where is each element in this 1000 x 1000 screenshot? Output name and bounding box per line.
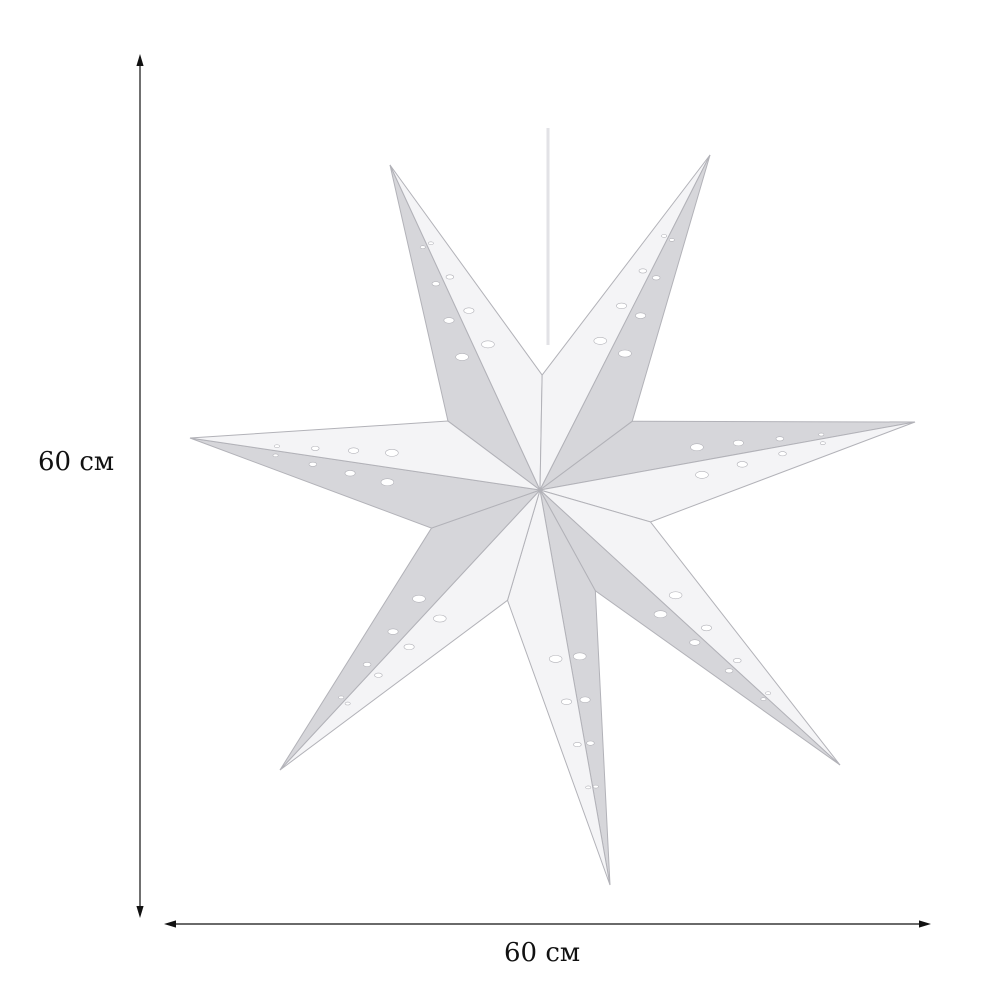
cutout-pattern: [668, 591, 683, 600]
cutout-pattern: [344, 701, 351, 706]
cutout-pattern: [387, 628, 399, 635]
cutout-pattern: [427, 241, 434, 245]
cutout-pattern: [412, 594, 426, 603]
cutout-pattern: [618, 349, 632, 358]
cutout-pattern: [732, 439, 744, 447]
cutout-pattern: [385, 448, 399, 457]
cutout-pattern: [668, 238, 675, 242]
cutout-pattern: [701, 624, 712, 632]
star-point-face: [189, 420, 541, 491]
cutout-pattern: [274, 444, 280, 448]
width-label: 60 см: [504, 938, 581, 968]
cutout-pattern: [445, 274, 455, 280]
cutout-pattern: [593, 337, 607, 345]
cutout-pattern: [561, 698, 572, 705]
cutout-pattern: [433, 614, 447, 623]
cutout-pattern: [736, 461, 748, 468]
cutout-pattern: [690, 443, 704, 452]
cutout-pattern: [362, 662, 372, 667]
cutout-pattern: [635, 312, 647, 319]
cutout-pattern: [778, 451, 787, 457]
cutout-pattern: [733, 658, 742, 664]
cutout-pattern: [348, 447, 360, 454]
cutout-pattern: [695, 471, 709, 479]
cutout-pattern: [419, 245, 426, 249]
cutout-pattern: [652, 275, 661, 281]
cutout-pattern: [311, 445, 320, 451]
cutout-pattern: [548, 655, 563, 663]
cutout-pattern: [585, 785, 592, 790]
cutout-pattern: [689, 639, 701, 646]
cutout-pattern: [573, 652, 587, 661]
cutout-pattern: [818, 432, 825, 437]
cutout-pattern: [481, 340, 495, 349]
cutout-pattern: [374, 672, 383, 678]
paper-star-lamp: [189, 154, 916, 886]
cutout-pattern: [638, 268, 647, 274]
cutout-pattern: [586, 740, 595, 746]
cutout-pattern: [653, 610, 668, 619]
cutout-pattern: [579, 696, 591, 703]
cutout-pattern: [443, 317, 455, 324]
cutout-pattern: [272, 453, 279, 458]
cutout-pattern: [403, 643, 415, 651]
cutout-pattern: [592, 784, 599, 789]
cutout-pattern: [775, 436, 784, 442]
cutout-pattern: [724, 668, 734, 674]
cutout-pattern: [760, 697, 767, 701]
star-point-face: [279, 489, 541, 771]
cutout-pattern: [431, 281, 441, 287]
cutout-pattern: [455, 353, 469, 361]
cutout-pattern: [380, 478, 395, 487]
cutout-pattern: [463, 307, 475, 314]
cutout-pattern: [765, 691, 772, 695]
cutout-pattern: [661, 234, 668, 238]
cutout-pattern: [819, 441, 826, 445]
cutout-pattern: [616, 302, 627, 310]
cutout-pattern: [573, 742, 582, 748]
cutout-pattern: [308, 461, 318, 467]
cutout-pattern: [344, 470, 356, 477]
height-label: 60 см: [38, 447, 115, 477]
cutout-pattern: [338, 695, 345, 700]
